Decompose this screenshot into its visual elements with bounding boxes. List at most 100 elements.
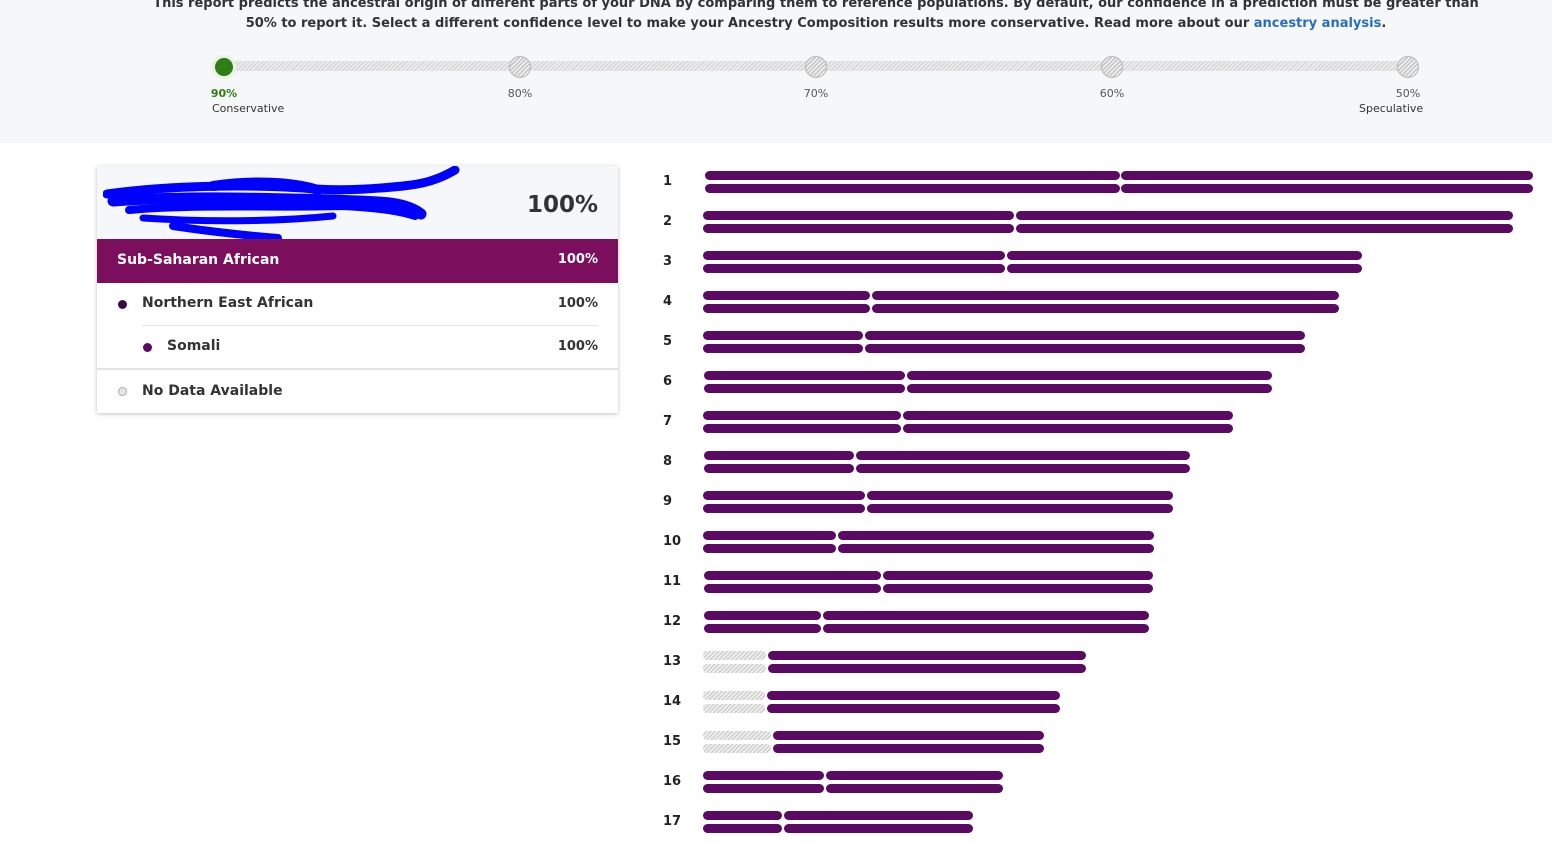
confidence-label-50[interactable]: 50% bbox=[1395, 87, 1421, 100]
chromosome-label: 14 bbox=[663, 694, 682, 709]
region-percent: 100% bbox=[557, 252, 598, 267]
chromosome-9-segment[interactable] bbox=[867, 491, 1173, 500]
confidence-label-70[interactable]: 70% bbox=[803, 87, 829, 100]
chromosome-9-segment[interactable] bbox=[867, 504, 1173, 513]
section-divider bbox=[97, 368, 618, 370]
chromosome-label: 15 bbox=[663, 734, 682, 749]
no-data-available[interactable]: No Data Available bbox=[97, 371, 618, 413]
chromosome-8-segment[interactable] bbox=[856, 451, 1190, 460]
chromosome-16-segment[interactable] bbox=[826, 771, 1003, 780]
chromosome-3-segment[interactable] bbox=[1007, 264, 1362, 273]
chromosome-label: 16 bbox=[663, 774, 682, 789]
chromosome-7-segment[interactable] bbox=[703, 411, 901, 420]
chromosome-12-segment[interactable] bbox=[704, 611, 821, 620]
chromosome-label: 2 bbox=[663, 214, 673, 229]
confidence-node-90[interactable] bbox=[212, 55, 236, 79]
chromosome-1-segment[interactable] bbox=[705, 184, 1120, 193]
chromosome-6-segment[interactable] bbox=[907, 371, 1272, 380]
chromosome-5-segment[interactable] bbox=[865, 344, 1305, 353]
chromosome-label: 5 bbox=[663, 334, 673, 349]
chromosome-14-segment[interactable] bbox=[767, 704, 1060, 713]
chromosome-15-no-data-segment bbox=[703, 744, 771, 753]
chromosome-8-segment[interactable] bbox=[704, 464, 854, 473]
chromosome-3-segment[interactable] bbox=[703, 251, 1005, 260]
confidence-label-90[interactable]: 90% bbox=[210, 87, 238, 100]
population-somali[interactable]: Somali 100% bbox=[97, 326, 618, 368]
population-percent: 100% bbox=[557, 339, 598, 354]
chromosome-7-segment[interactable] bbox=[703, 424, 901, 433]
chromosome-13-segment[interactable] bbox=[768, 664, 1086, 673]
chromosome-17-segment[interactable] bbox=[703, 824, 782, 833]
panel-header: 100% bbox=[97, 166, 618, 242]
chromosome-17-segment[interactable] bbox=[703, 811, 782, 820]
chromosome-4-segment[interactable] bbox=[872, 291, 1339, 300]
confidence-label-80[interactable]: 80% bbox=[507, 87, 533, 100]
chromosome-8-segment[interactable] bbox=[856, 464, 1190, 473]
confidence-node-70[interactable] bbox=[805, 56, 827, 78]
chromosome-label: 17 bbox=[663, 814, 682, 829]
chromosome-4-segment[interactable] bbox=[703, 304, 870, 313]
chromosome-3-segment[interactable] bbox=[703, 264, 1005, 273]
chromosome-label: 13 bbox=[663, 654, 682, 669]
chromosome-2-segment[interactable] bbox=[1016, 224, 1513, 233]
confidence-node-80[interactable] bbox=[509, 56, 531, 78]
confidence-node-50[interactable] bbox=[1397, 56, 1419, 78]
chromosome-7-segment[interactable] bbox=[903, 424, 1233, 433]
chromosome-13-no-data-segment bbox=[703, 651, 766, 660]
chromosome-2-segment[interactable] bbox=[703, 211, 1014, 220]
chromosome-12-segment[interactable] bbox=[704, 624, 821, 633]
chromosome-9-segment[interactable] bbox=[703, 504, 865, 513]
chromosome-6-segment[interactable] bbox=[907, 384, 1272, 393]
chromosome-10-segment[interactable] bbox=[703, 531, 836, 540]
confidence-node-60[interactable] bbox=[1101, 56, 1123, 78]
chromosome-12-segment[interactable] bbox=[823, 624, 1149, 633]
chromosome-2-segment[interactable] bbox=[703, 224, 1014, 233]
chromosome-17-segment[interactable] bbox=[784, 824, 973, 833]
chromosome-4-segment[interactable] bbox=[872, 304, 1339, 313]
intro-text-body: This report predicts the ancestral origi… bbox=[153, 0, 1479, 31]
chromosome-11-segment[interactable] bbox=[883, 571, 1153, 580]
speculative-caption: Speculative bbox=[1359, 102, 1424, 115]
chromosome-label: 10 bbox=[663, 534, 682, 549]
chromosome-8-segment[interactable] bbox=[704, 451, 854, 460]
chromosome-10-segment[interactable] bbox=[838, 531, 1154, 540]
row-divider bbox=[142, 325, 598, 326]
chromosome-16-segment[interactable] bbox=[826, 784, 1003, 793]
chromosome-14-segment[interactable] bbox=[767, 691, 1060, 700]
chromosome-11-segment[interactable] bbox=[704, 571, 881, 580]
chromosome-10-segment[interactable] bbox=[838, 544, 1154, 553]
chromosome-13-segment[interactable] bbox=[768, 651, 1086, 660]
subregion-percent: 100% bbox=[557, 296, 598, 311]
chromosome-11-segment[interactable] bbox=[883, 584, 1153, 593]
chromosome-15-segment[interactable] bbox=[773, 744, 1044, 753]
chromosome-17-segment[interactable] bbox=[784, 811, 973, 820]
subregion-label: Northern East African bbox=[142, 295, 314, 311]
intro-text-end: . bbox=[1381, 16, 1387, 31]
chromosome-6-segment[interactable] bbox=[704, 371, 905, 380]
confidence-label-60[interactable]: 60% bbox=[1099, 87, 1125, 100]
chromosome-12-segment[interactable] bbox=[823, 611, 1149, 620]
chromosome-6-segment[interactable] bbox=[704, 384, 905, 393]
chromosome-1-segment[interactable] bbox=[1121, 171, 1533, 180]
subregion-northern-east-african[interactable]: Northern East African 100% bbox=[97, 283, 618, 325]
chromosome-1-segment[interactable] bbox=[1121, 184, 1533, 193]
population-label: Somali bbox=[167, 338, 221, 354]
chromosome-10-segment[interactable] bbox=[703, 544, 836, 553]
chromosome-5-segment[interactable] bbox=[703, 344, 863, 353]
chromosome-11-segment[interactable] bbox=[704, 584, 881, 593]
chromosome-label: 1 bbox=[663, 174, 673, 189]
chromosome-9-segment[interactable] bbox=[703, 491, 865, 500]
chromosome-5-segment[interactable] bbox=[865, 331, 1305, 340]
ancestry-analysis-link[interactable]: ancestry analysis bbox=[1253, 16, 1382, 31]
region-sub-saharan-african[interactable]: Sub-Saharan African 100% bbox=[97, 239, 618, 283]
chromosome-1-segment[interactable] bbox=[705, 171, 1120, 180]
chromosome-4-segment[interactable] bbox=[703, 291, 870, 300]
chromosome-3-segment[interactable] bbox=[1007, 251, 1362, 260]
chromosome-label: 9 bbox=[663, 494, 673, 509]
chromosome-16-segment[interactable] bbox=[703, 784, 824, 793]
chromosome-16-segment[interactable] bbox=[703, 771, 824, 780]
chromosome-5-segment[interactable] bbox=[703, 331, 863, 340]
chromosome-2-segment[interactable] bbox=[1016, 211, 1513, 220]
chromosome-7-segment[interactable] bbox=[903, 411, 1233, 420]
chromosome-15-segment[interactable] bbox=[773, 731, 1044, 740]
